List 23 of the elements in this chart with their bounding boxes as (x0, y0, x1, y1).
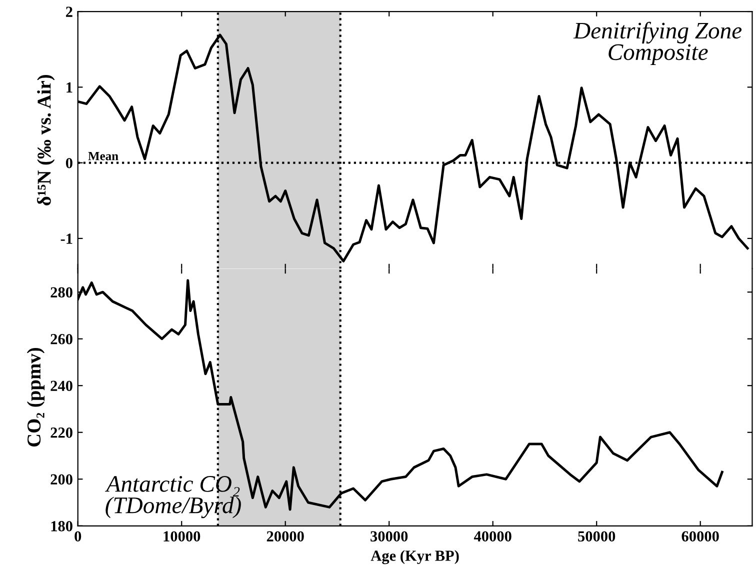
annotation: Denitrifying Zone Composite (573, 22, 742, 65)
y-axis-title: δ¹⁵N (‰ vs. Air) (37, 75, 55, 206)
annotation: Antarctic CO₂ (TDome/Byrd) (105, 476, 241, 518)
x-tick-label: 20000 (266, 531, 304, 542)
x-tick-label: 0 (74, 531, 82, 542)
x-axis-title: Age (Kyr BP) (370, 550, 459, 564)
y-tick-label: 200 (50, 474, 72, 485)
y-tick-label: 220 (50, 428, 72, 438)
y-tick-label: -1 (60, 234, 72, 244)
y-tick-label: 240 (50, 380, 72, 392)
y-tick-label: 0 (66, 158, 72, 168)
x-tick-label: 10000 (164, 531, 200, 542)
x-tick-label: 30000 (370, 531, 408, 542)
y-tick-label: 2 (66, 6, 72, 17)
y-tick-label: 180 (51, 521, 72, 532)
x-tick-label: 60000 (682, 531, 719, 542)
ref-line-label: Mean (88, 152, 118, 160)
x-tick-label: 40000 (474, 531, 512, 542)
x-tick-label: 50000 (578, 531, 616, 542)
y-axis-title: CO₂ (ppmv) (26, 348, 45, 447)
y-tick-label: 1 (66, 82, 72, 92)
y-tick-label: 280 (50, 287, 72, 298)
y-tick-label: 260 (50, 334, 72, 344)
